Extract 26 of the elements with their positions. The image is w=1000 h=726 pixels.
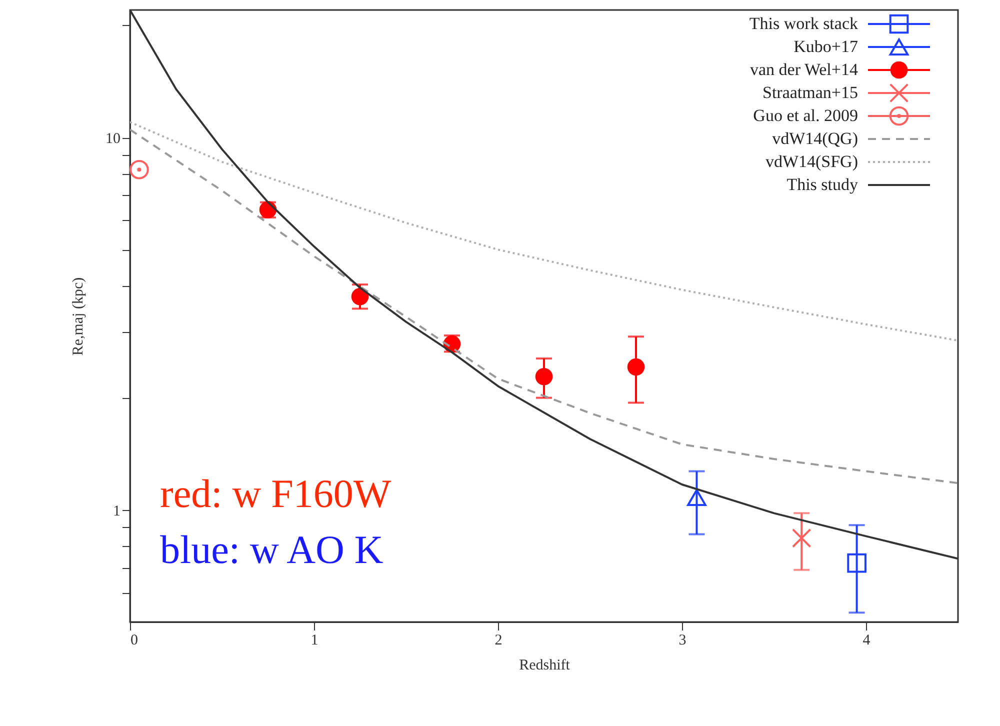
legend-label: This work stack <box>749 14 858 33</box>
legend-label: Kubo+17 <box>794 37 858 56</box>
point <box>130 160 149 180</box>
x-axis-title: Redshift <box>519 658 571 674</box>
point <box>847 553 866 573</box>
legend-label: Straatman+15 <box>762 83 858 102</box>
x-tick-label: 2 <box>494 632 502 648</box>
legend-label: Guo et al. 2009 <box>753 106 858 125</box>
point <box>627 358 645 376</box>
line-series <box>130 121 958 342</box>
annotation: red: w F160W <box>160 471 392 516</box>
x-tick-label: 0 <box>130 632 138 648</box>
legend-label: van der Wel+14 <box>750 60 858 79</box>
point <box>535 368 553 386</box>
x-tick-label: 3 <box>678 632 686 648</box>
point <box>687 488 706 506</box>
y-tick-label: 10 <box>106 131 120 148</box>
x-tick-label: 1 <box>310 632 318 648</box>
point <box>351 288 369 306</box>
annotation: blue: w AO K <box>160 527 384 572</box>
y-axis-title: Re,maj (kpc) <box>70 277 86 356</box>
legend-label: vdW14(QG) <box>772 129 858 148</box>
legend-label: This study <box>786 175 858 194</box>
legend-label: vdW14(SFG) <box>765 152 858 171</box>
point <box>792 528 812 548</box>
x-tick-label: 4 <box>862 632 871 648</box>
